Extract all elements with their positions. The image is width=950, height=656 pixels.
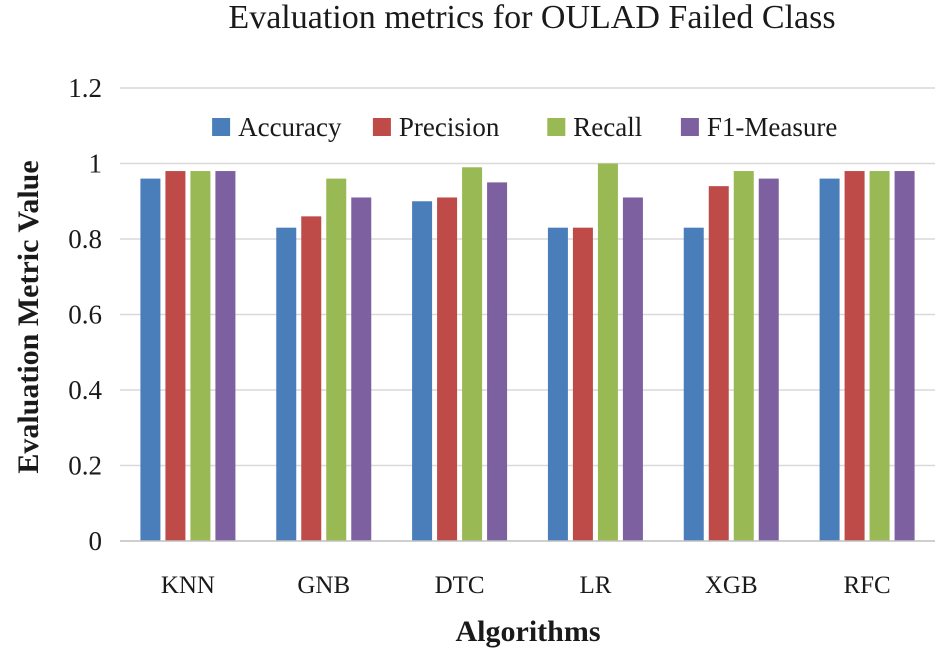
bar-gnb-precision: [301, 216, 322, 541]
x-tick-label-xgb: XGB: [705, 572, 758, 599]
y-tick-label: 0: [89, 526, 103, 556]
legend-label-f1-measure: F1-Measure: [707, 112, 837, 142]
bar-gnb-accuracy: [276, 227, 297, 542]
bar-gnb-recall: [326, 178, 347, 541]
bars: [140, 163, 915, 542]
bar-dtc-f1-measure: [487, 182, 508, 541]
x-tick-label-knn: KNN: [161, 572, 215, 599]
bar-dtc-precision: [437, 197, 458, 541]
bar-dtc-accuracy: [412, 201, 433, 541]
bar-rfc-accuracy: [819, 178, 840, 541]
x-axis-ticks: KNN GNB DTC LR XGB RFC: [161, 572, 891, 599]
legend-swatch-accuracy: [212, 118, 231, 136]
legend-swatch-precision: [372, 118, 391, 136]
bar-lr-f1-measure: [622, 197, 643, 541]
bar-dtc-recall: [462, 167, 483, 541]
x-tick-label-lr: LR: [579, 572, 611, 599]
bar-xgb-accuracy: [683, 227, 704, 542]
bar-lr-precision: [572, 227, 593, 542]
legend-label-accuracy: Accuracy: [238, 112, 342, 142]
bar-knn-f1-measure: [215, 171, 236, 542]
y-axis-ticks: 0 0.2 0.4 0.6 0.8 1 1.2: [68, 73, 102, 556]
bar-rfc-precision: [844, 171, 865, 542]
bar-knn-accuracy: [140, 178, 161, 541]
bar-xgb-recall: [733, 171, 754, 542]
legend-swatch-recall: [547, 118, 566, 136]
legend-label-recall: Recall: [573, 112, 642, 142]
x-tick-label-dtc: DTC: [435, 572, 485, 599]
x-tick-label-gnb: GNB: [297, 572, 350, 599]
y-tick-label: 0.8: [68, 224, 102, 254]
bar-lr-accuracy: [547, 227, 568, 542]
chart-title: Evaluation metrics for OULAD Failed Clas…: [228, 0, 835, 36]
y-tick-label: 0.2: [68, 451, 102, 481]
legend-swatch-f1-measure: [680, 118, 699, 136]
bar-lr-recall: [597, 163, 618, 541]
y-tick-label: 1: [89, 149, 103, 179]
legend: Accuracy Precision Recall F1-Measure: [212, 112, 837, 142]
x-axis-label: Algorithms: [456, 615, 601, 648]
bar-rfc-f1-measure: [894, 171, 915, 542]
bar-knn-recall: [190, 171, 211, 542]
x-tick-label-rfc: RFC: [843, 572, 890, 599]
legend-label-precision: Precision: [399, 112, 500, 142]
bar-xgb-f1-measure: [758, 178, 779, 541]
y-axis-label: Evaluation Metric Value: [12, 160, 45, 473]
y-tick-label: 0.6: [68, 300, 102, 330]
bar-gnb-f1-measure: [351, 197, 372, 541]
bar-xgb-precision: [708, 186, 729, 541]
bar-knn-precision: [165, 171, 186, 542]
y-tick-label: 1.2: [68, 73, 102, 103]
gridlines: [120, 87, 935, 467]
bar-rfc-recall: [869, 171, 890, 542]
y-tick-label: 0.4: [68, 375, 102, 405]
